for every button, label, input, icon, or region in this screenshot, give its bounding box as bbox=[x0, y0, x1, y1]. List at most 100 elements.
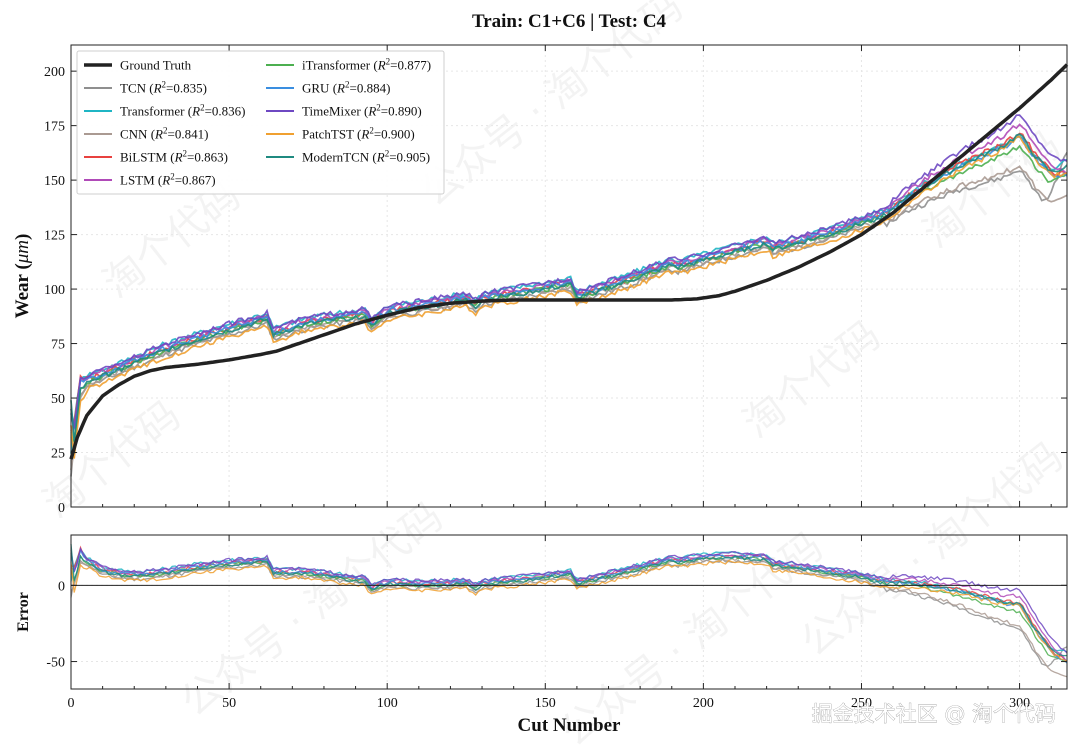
legend-r2-symbol: R bbox=[174, 150, 183, 165]
legend-name: Ground Truth bbox=[120, 58, 192, 73]
x-tick-label: 250 bbox=[851, 696, 872, 711]
legend-r2-symbol: R bbox=[154, 127, 163, 142]
legend-r2-open: ( bbox=[354, 127, 362, 142]
watermark-text: 公众号 · 淘个代码 bbox=[172, 494, 451, 726]
chart-title: Train: C1+C6 | Test: C4 bbox=[472, 11, 667, 32]
legend-box bbox=[76, 50, 445, 195]
wear-ticks: 0 25 50 75 100 125 150 175 200 bbox=[44, 45, 1067, 516]
ylabel-main: Wear ( bbox=[12, 263, 33, 318]
legend-r2-symbol: R bbox=[161, 173, 170, 188]
legend-r2-open: ( bbox=[369, 150, 377, 165]
y-tick-label: 200 bbox=[44, 65, 65, 80]
legend-r2-exponent: 2 bbox=[163, 126, 168, 136]
legend-r2-symbol: R bbox=[191, 104, 200, 119]
legend-r2-open: ( bbox=[185, 104, 193, 119]
error-plot-frame bbox=[70, 534, 1068, 690]
error-line-gru bbox=[70, 548, 1068, 664]
error-panel: 0 50 100 150 200 250 300 -50 0 bbox=[46, 534, 1068, 711]
legend-label: Transformer (R2=0.836) bbox=[120, 103, 245, 119]
legend-label: LSTM (R2=0.867) bbox=[120, 172, 216, 188]
ylabel-unit: μm bbox=[12, 240, 33, 264]
y-tick-label: -50 bbox=[46, 656, 65, 671]
legend-r2-value: =0.905) bbox=[389, 150, 430, 165]
y-tick-label: 0 bbox=[58, 501, 65, 516]
legend-label: CNN (R2=0.841) bbox=[120, 126, 208, 142]
legend-name: TCN bbox=[120, 81, 147, 96]
legend-r2-open: ( bbox=[329, 81, 337, 96]
legend-label: iTransformer (R2=0.877) bbox=[302, 57, 431, 73]
y-tick-label: 175 bbox=[44, 120, 65, 135]
legend-r2-exponent: 2 bbox=[183, 149, 188, 159]
error-line-patchtst bbox=[70, 559, 1068, 662]
legend-r2-exponent: 2 bbox=[345, 80, 350, 90]
legend-r2-symbol: R bbox=[336, 81, 345, 96]
error-line-moderntcn bbox=[70, 544, 1068, 657]
wear-y-axis-label: Wear (μm) bbox=[12, 234, 33, 319]
legend-r2-exponent: 2 bbox=[385, 149, 390, 159]
legend-r2-open: ( bbox=[167, 150, 175, 165]
wear-panel: 0 25 50 75 100 125 150 175 200 Ground Truth TCN (… bbox=[44, 44, 1069, 516]
legend-label: Ground Truth bbox=[120, 58, 192, 73]
legend-name: PatchTST bbox=[302, 127, 354, 142]
legend-label: GRU (R2=0.884) bbox=[302, 80, 390, 96]
error-ticks: 0 50 100 150 200 250 300 -50 0 bbox=[46, 535, 1067, 711]
legend-r2-symbol: R bbox=[360, 127, 369, 142]
wear-series-group bbox=[69, 63, 1069, 477]
legend-r2-exponent: 2 bbox=[200, 103, 205, 113]
legend-r2-open: ( bbox=[370, 58, 378, 73]
legend-name: TimeMixer bbox=[302, 104, 361, 119]
legend-r2-open: ( bbox=[155, 173, 163, 188]
ylabel-end: ) bbox=[12, 234, 33, 240]
legend-r2-value: =0.877) bbox=[390, 58, 431, 73]
series-line-moderntcn bbox=[70, 133, 1068, 442]
legend-r2-value: =0.863) bbox=[187, 150, 228, 165]
legend-r2-exponent: 2 bbox=[369, 126, 374, 136]
legend-r2-symbol: R bbox=[153, 81, 162, 96]
legend-label: BiLSTM (R2=0.863) bbox=[120, 149, 228, 165]
legend-name: ModernTCN bbox=[302, 150, 370, 165]
y-tick-label: 25 bbox=[51, 447, 65, 462]
legend-r2-value: =0.884) bbox=[350, 81, 391, 96]
x-tick-label: 50 bbox=[222, 696, 236, 711]
y-tick-label: 150 bbox=[44, 174, 65, 189]
error-line-cnn bbox=[70, 557, 1068, 678]
watermark-text: 公众号 · 淘个代码 bbox=[792, 434, 1071, 666]
legend-label: ModernTCN (R2=0.905) bbox=[302, 149, 430, 165]
series-line-gru bbox=[70, 135, 1068, 430]
footer-watermark: 掘金技术社区 @ 淘个代码 bbox=[812, 702, 1056, 726]
legend-r2-exponent: 2 bbox=[170, 172, 175, 182]
legend-label: TCN (R2=0.835) bbox=[120, 80, 207, 96]
legend-label: TimeMixer (R2=0.890) bbox=[302, 103, 422, 119]
x-tick-label: 300 bbox=[1009, 696, 1030, 711]
legend-name: iTransformer bbox=[302, 58, 371, 73]
legend-name: LSTM bbox=[120, 173, 155, 188]
x-tick-label: 200 bbox=[693, 696, 714, 711]
y-tick-label: 125 bbox=[44, 229, 65, 244]
legend-r2-exponent: 2 bbox=[386, 57, 391, 67]
y-tick-label: 50 bbox=[51, 392, 65, 407]
y-tick-label: 0 bbox=[58, 579, 65, 594]
watermark-text: 淘个代码 bbox=[735, 312, 889, 447]
legend-r2-exponent: 2 bbox=[162, 80, 167, 90]
watermark-text: 公众号 · 淘个代码 bbox=[412, 0, 691, 216]
error-y-axis-label: Error bbox=[15, 592, 32, 632]
legend-r2-symbol: R bbox=[377, 58, 386, 73]
legend-r2-exponent: 2 bbox=[376, 103, 381, 113]
legend-r2-open: ( bbox=[361, 104, 369, 119]
legend-r2-value: =0.890) bbox=[381, 104, 422, 119]
series-line-timemixer bbox=[70, 114, 1068, 429]
legend-name: GRU bbox=[302, 81, 330, 96]
legend-r2-value: =0.836) bbox=[205, 104, 246, 119]
error-line-timemixer bbox=[70, 547, 1068, 654]
legend-r2-open: ( bbox=[147, 127, 155, 142]
legend-label: PatchTST (R2=0.900) bbox=[302, 126, 415, 142]
ground-truth-line bbox=[69, 63, 1069, 460]
legend-r2-value: =0.835) bbox=[166, 81, 207, 96]
legend-r2-value: =0.900) bbox=[374, 127, 415, 142]
x-tick-label: 100 bbox=[377, 696, 398, 711]
legend-r2-open: ( bbox=[146, 81, 154, 96]
legend-r2-symbol: R bbox=[376, 150, 385, 165]
wear-plot-frame bbox=[70, 44, 1068, 508]
